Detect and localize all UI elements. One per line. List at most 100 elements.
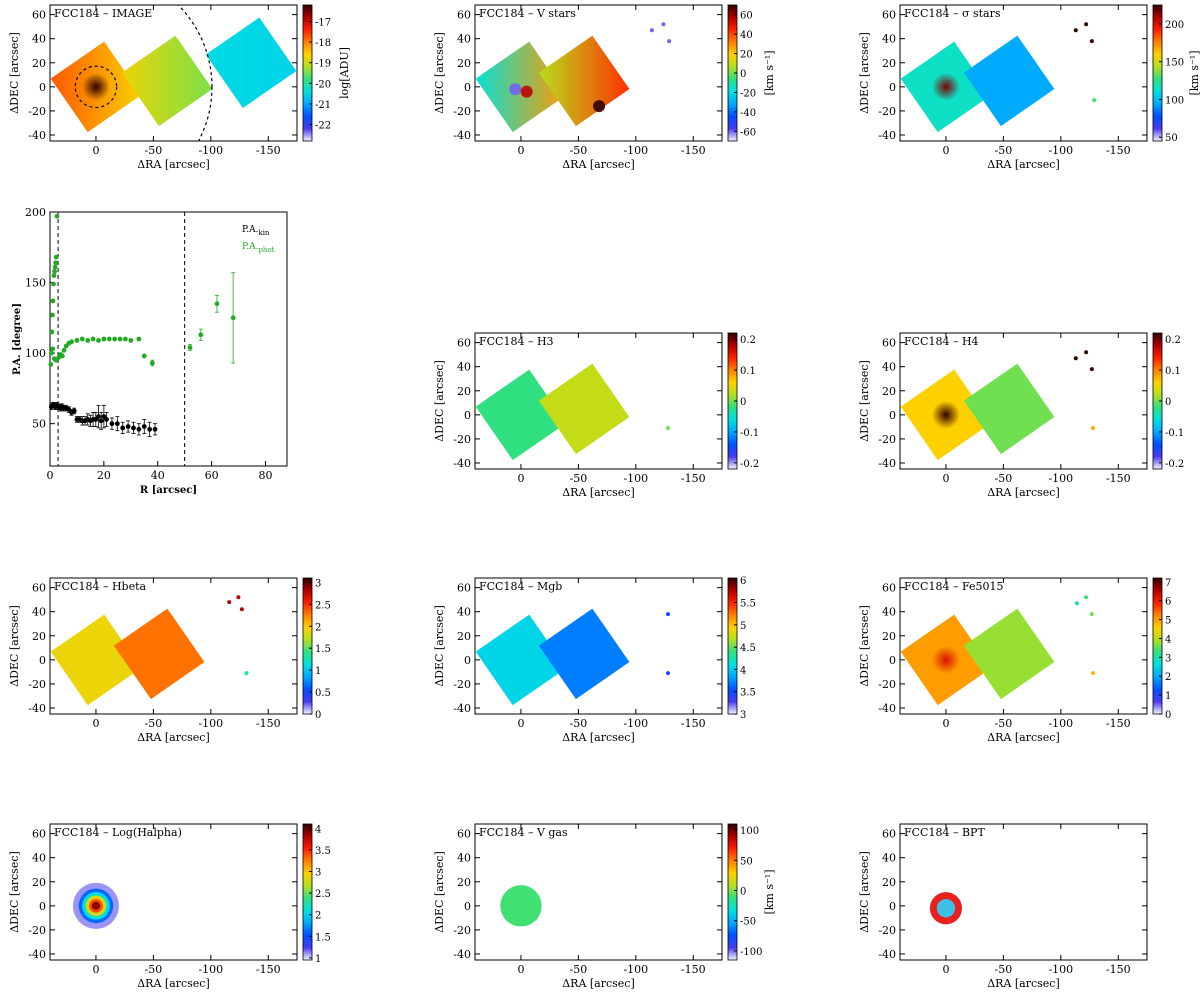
y-tick-label: -20 <box>28 105 46 118</box>
pa-point-phot <box>51 273 57 278</box>
x-tick-label: 0 <box>517 144 524 157</box>
x-tick-label: -150 <box>1106 963 1131 976</box>
map-area <box>72 882 119 929</box>
x-tick-label: -100 <box>198 144 223 157</box>
x-tick-label: 0 <box>92 717 99 730</box>
y-tick-label: 60 <box>457 582 471 595</box>
x-tick-label: 0 <box>942 963 949 976</box>
y-tick-label: -40 <box>878 457 896 470</box>
y-tick-label: 40 <box>882 361 896 374</box>
pa-point-phot <box>90 336 96 342</box>
legend-entry: P.A.kin <box>242 225 270 237</box>
x-axis-label: ΔRA [arcsec] <box>562 977 635 990</box>
map-panel-mgb: 0 -50 -100 -150 -40 -20 0 20 40 60 FCC184 – Mgb ΔRA… <box>433 576 756 744</box>
panel-title: FCC184 – Hbeta <box>54 580 147 593</box>
colorbar-tick-label: 0 <box>740 69 746 80</box>
pa-point-kin <box>131 425 136 431</box>
colorbar-tick-label: 0 <box>1165 397 1171 408</box>
y-axis-label: ΔDEC [arcsec] <box>433 32 446 114</box>
panel-title: FCC184 – V gas <box>479 826 568 839</box>
y-tick-label: 20 <box>882 876 896 889</box>
isolated-bin <box>1089 367 1094 372</box>
ifu-field <box>538 35 630 127</box>
colorbar-tick-label: 1 <box>315 954 321 965</box>
x-axis-label: ΔRA [arcsec] <box>562 486 635 499</box>
ifu-field <box>121 35 213 127</box>
isolated-bin <box>227 600 232 605</box>
x-tick-label: -150 <box>256 963 281 976</box>
colorbar-tick-label: 4 <box>315 824 321 835</box>
colorbar-tick-label: 3 <box>1165 653 1171 664</box>
x-tick-label: -150 <box>681 963 706 976</box>
y-tick-label: 20 <box>32 876 46 889</box>
panel-title: FCC184 – Fe5015 <box>904 580 1004 593</box>
pa-point-phot <box>112 336 118 342</box>
legend-subscript: phot <box>258 246 274 254</box>
pa-point-phot <box>50 298 56 304</box>
y-tick-label: 20 <box>457 630 471 643</box>
pa-point-phot <box>85 338 91 343</box>
isolated-bin <box>1084 350 1089 355</box>
core-peak <box>81 72 110 101</box>
x-tick-label: -50 <box>995 963 1013 976</box>
core-peak <box>931 72 960 101</box>
colorbar <box>1152 577 1163 715</box>
colorbar-tick-label: 4 <box>1165 634 1171 645</box>
panel-title: FCC184 – V stars <box>479 7 576 20</box>
panel-title: FCC184 – σ stars <box>904 7 1001 20</box>
legend-entry: P.A.phot <box>242 242 275 254</box>
y-tick-label: 40 <box>32 852 46 865</box>
pa-point-phot <box>198 332 204 338</box>
y-tick-label: 60 <box>457 337 471 350</box>
colorbar-tick-label: 0 <box>315 710 321 721</box>
colorbar-tick-label: 1.5 <box>315 644 331 655</box>
y-tick-label: 0 <box>464 409 471 422</box>
x-tick-label: -150 <box>1106 717 1131 730</box>
y-tick-label: -40 <box>453 129 471 142</box>
y-tick-label: 60 <box>457 828 471 841</box>
map-area <box>900 350 1096 461</box>
x-axis-label: ΔRA [arcsec] <box>987 486 1060 499</box>
x-tick-label: -150 <box>1106 144 1131 157</box>
colorbar <box>302 4 313 142</box>
y-tick-label: 100 <box>25 347 46 360</box>
y-tick-label: 40 <box>457 606 471 619</box>
y-tick-label: 60 <box>32 9 46 22</box>
aperture-circle <box>177 5 213 141</box>
colorbar-tick-label: -0.1 <box>1165 428 1184 439</box>
velocity-spot <box>593 100 606 113</box>
aperture-circle <box>74 65 118 109</box>
colorbar <box>302 823 313 961</box>
pa-point-kin <box>152 426 158 432</box>
axes-frame <box>899 823 1148 961</box>
axes-frame <box>899 577 1148 715</box>
x-tick-label: 0 <box>47 469 54 482</box>
x-tick-label: -150 <box>681 472 706 485</box>
y-tick-label: 40 <box>882 852 896 865</box>
pa-point-phot <box>50 346 56 352</box>
map-panel-bpt: 0 -50 -100 -150 -40 -20 0 20 40 60 FCC184 – BPT ΔRA… <box>858 823 1148 990</box>
colorbar-tick-label: -21 <box>315 100 331 111</box>
y-tick-label: 200 <box>25 206 46 219</box>
colorbar-tick-label: 7 <box>1165 578 1171 589</box>
map-area <box>475 22 672 133</box>
ifu-field <box>113 608 205 700</box>
map-area <box>900 22 1097 133</box>
y-tick-label: -40 <box>878 948 896 961</box>
colorbar-tick-label: 60 <box>740 11 753 22</box>
isolated-bin <box>1089 612 1094 617</box>
x-tick-label: 80 <box>258 469 272 482</box>
y-tick-label: 20 <box>882 385 896 398</box>
y-tick-label: 0 <box>464 900 471 913</box>
x-tick-label: -50 <box>995 717 1013 730</box>
y-tick-label: 40 <box>882 33 896 46</box>
colorbar-tick-label: -18 <box>315 38 331 49</box>
colorbar-tick-label: 50 <box>1165 133 1178 144</box>
map-panel-vgas: 0 -50 -100 -150 -40 -20 0 20 40 60 FCC184 – V gas Δ… <box>433 823 776 990</box>
y-tick-label: -40 <box>453 457 471 470</box>
map-panel-h3: 0 -50 -100 -150 -40 -20 0 20 40 60 FCC184 – H3 ΔRA … <box>433 332 759 499</box>
colorbar-tick-label: 1 <box>315 666 321 677</box>
panel-title: FCC184 – IMAGE <box>54 7 152 20</box>
axes-frame <box>899 332 1148 470</box>
y-tick-label: 0 <box>464 81 471 94</box>
